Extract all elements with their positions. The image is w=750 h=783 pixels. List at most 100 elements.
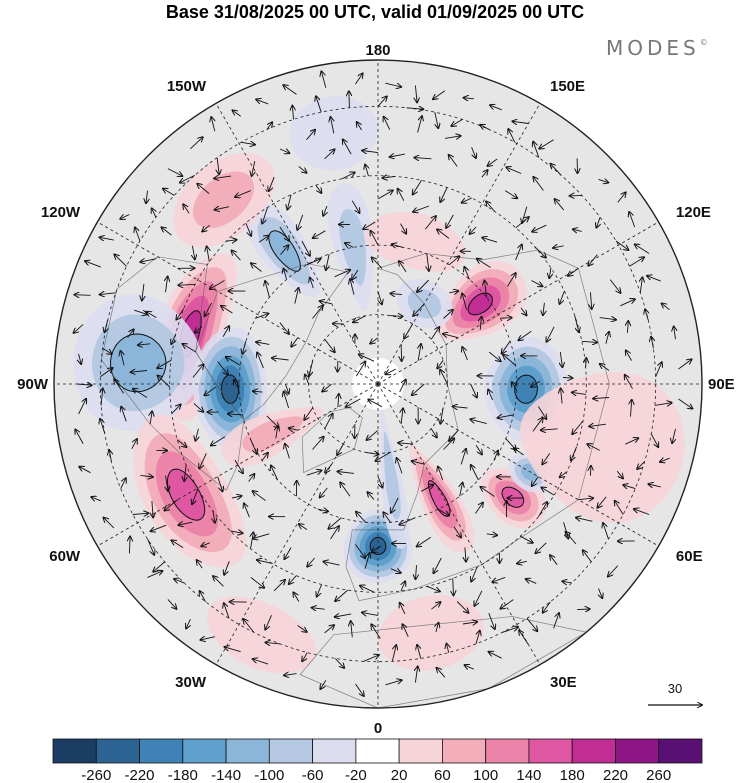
- wind-vector: [245, 222, 251, 236]
- wind-vector: [291, 337, 299, 347]
- longitude-label-120W: 120W: [41, 204, 81, 221]
- wind-vector: [634, 509, 650, 515]
- anomaly-level: [220, 374, 239, 404]
- wind-vector: [153, 561, 165, 572]
- wind-vector: [399, 261, 407, 272]
- wind-vector: [120, 478, 126, 489]
- map-title: Base 31/08/2025 00 UTC, valid 01/09/2025…: [165, 2, 585, 22]
- anomaly-pos-120E: [438, 260, 527, 341]
- meridian-210: [215, 103, 379, 385]
- wind-vector: [350, 279, 355, 295]
- wind-vector: [526, 618, 537, 631]
- wind-vector: [100, 293, 116, 295]
- wind-vector: [279, 226, 289, 241]
- wind-vector: [234, 380, 240, 391]
- wind-vector: [539, 139, 554, 149]
- wind-vector: [515, 217, 529, 229]
- wind-vector: [357, 122, 362, 131]
- anomaly-level: [207, 596, 316, 674]
- wind-vector: [417, 536, 431, 546]
- wind-vector: [140, 475, 152, 477]
- wind-vector: [437, 668, 446, 678]
- coastline-1: [100, 256, 245, 491]
- wind-vector: [390, 154, 405, 157]
- wind-vector: [609, 279, 620, 293]
- brand-text: MODES: [606, 36, 700, 60]
- longitude-label-150W: 150W: [167, 78, 207, 95]
- wind-vector: [449, 291, 458, 293]
- wind-vector: [321, 71, 327, 88]
- wind-vector: [470, 383, 477, 398]
- wind-vector: [533, 177, 544, 191]
- wind-vector: [294, 288, 299, 304]
- wind-vector: [631, 400, 632, 417]
- colorbar-swatch: [485, 738, 530, 764]
- wind-vector: [593, 398, 610, 399]
- wind-vector: [568, 267, 579, 276]
- longitude-label-30E: 30E: [550, 674, 577, 691]
- wind-vector: [417, 645, 421, 659]
- longitude-label-60E: 60E: [676, 548, 703, 565]
- wind-vector: [114, 255, 127, 267]
- wind-vector: [266, 122, 272, 130]
- wind-vector: [534, 246, 546, 258]
- longitude-label-90E: 90E: [708, 376, 735, 393]
- wind-vector: [603, 523, 609, 540]
- wind-vector: [306, 471, 322, 476]
- wind-vector: [507, 273, 515, 287]
- wind-vector: [322, 383, 332, 392]
- wind-vector: [140, 259, 157, 262]
- wind-vector: [261, 453, 268, 461]
- wind-vector: [234, 459, 243, 473]
- wind-vector: [443, 334, 459, 339]
- wind-vector: [177, 439, 186, 447]
- wind-vector: [465, 547, 466, 562]
- wind-vector: [265, 281, 270, 298]
- wind-vector: [392, 244, 403, 247]
- wind-vector: [438, 467, 444, 481]
- anomaly-level: [242, 416, 304, 453]
- colorbar-label: 100: [473, 767, 498, 783]
- wind-vector: [330, 526, 339, 540]
- wind-vector: [498, 415, 514, 418]
- wind-vector: [401, 408, 403, 425]
- wind-vector: [505, 438, 516, 450]
- colorbar-label: 220: [603, 767, 628, 783]
- wind-vector: [672, 428, 675, 443]
- colorbar-swatch: [441, 738, 487, 764]
- wind-vector: [316, 96, 322, 113]
- wind-vector: [464, 267, 470, 280]
- wind-vector: [385, 82, 402, 87]
- wind-vector: [481, 170, 488, 178]
- wind-vector: [522, 206, 528, 223]
- wind-vector: [620, 299, 635, 307]
- wind-vector: [583, 550, 592, 563]
- wind-vector: [486, 534, 497, 536]
- wind-vector: [215, 207, 230, 210]
- wind-vector: [243, 619, 255, 633]
- wind-vector: [345, 243, 354, 247]
- wind-vector: [660, 458, 670, 462]
- wind-vector: [292, 106, 293, 120]
- wind-vector: [462, 197, 472, 203]
- wind-vector: [341, 173, 355, 180]
- wind-vector: [167, 599, 177, 608]
- colorbar-label: 140: [516, 767, 541, 783]
- wind-vector: [440, 370, 448, 385]
- wind-vector: [371, 624, 381, 639]
- wind-vector: [560, 351, 562, 367]
- anomaly-pos-30W-edge: [207, 596, 316, 674]
- anomaly-pos-75W-north: [221, 407, 324, 467]
- wind-vector: [77, 384, 92, 385]
- anomaly-pos-90E-south: [520, 371, 685, 523]
- colorbar-label: -60: [302, 767, 324, 783]
- wind-vector: [474, 590, 483, 606]
- wind-vector: [178, 522, 193, 525]
- wind-vector: [104, 518, 115, 529]
- wind-vector: [298, 166, 307, 173]
- wind-vector: [417, 116, 422, 133]
- wind-vector: [470, 226, 477, 234]
- wind-vector: [587, 444, 600, 451]
- wind-vector: [152, 208, 156, 218]
- wind-vector: [75, 430, 84, 444]
